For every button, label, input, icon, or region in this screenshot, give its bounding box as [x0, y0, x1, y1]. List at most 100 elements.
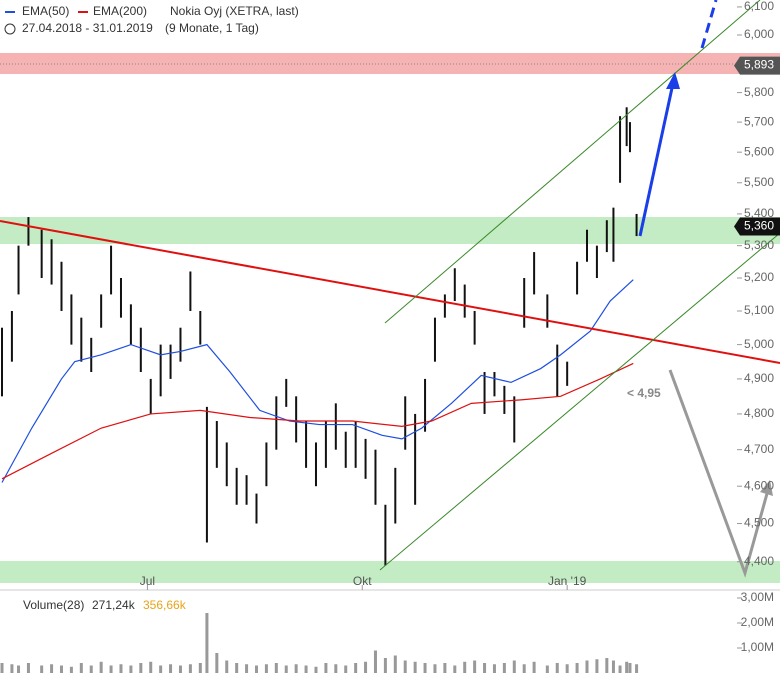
volume-bar — [403, 660, 407, 673]
volume-bar — [565, 664, 569, 673]
arrow-head — [760, 480, 773, 496]
volume-bar — [245, 664, 249, 673]
ema-line — [1, 362, 634, 480]
volume-bar — [119, 664, 123, 673]
volume-bar — [512, 660, 516, 673]
price-bar — [635, 213, 638, 237]
volume-bar — [254, 665, 258, 673]
price-bar — [483, 372, 486, 414]
price-bar — [119, 278, 122, 318]
y-tick-label: 4,700 — [744, 442, 774, 456]
period: (9 Monate, 1 Tag) — [165, 21, 259, 35]
y-tick-label: 5,600 — [744, 144, 774, 158]
y-tick-label: 4,400 — [744, 554, 774, 568]
volume-bar — [334, 664, 338, 673]
price-bar — [159, 344, 162, 397]
price-bar — [404, 396, 407, 450]
price-bar — [189, 271, 192, 311]
volume-bar — [169, 664, 173, 673]
price-bar — [139, 327, 142, 373]
volume-bar — [433, 664, 437, 673]
price-bar — [129, 304, 132, 345]
volume-bar — [50, 664, 54, 673]
price-bar — [80, 317, 83, 362]
volume-bar — [344, 665, 348, 673]
volume-bar — [159, 665, 163, 673]
volume-bar — [99, 661, 103, 673]
volume-bar — [522, 664, 526, 673]
date-range: 27.04.2018 - 31.01.2019 — [22, 21, 153, 35]
price-bar — [473, 310, 476, 345]
price-bar — [463, 284, 466, 318]
price-bar — [205, 406, 208, 543]
volume-bar — [79, 663, 83, 673]
price-tag — [734, 56, 780, 75]
price-bar — [344, 431, 347, 468]
volume-bar — [502, 663, 506, 673]
volume-bar — [605, 658, 609, 673]
volume-bar — [69, 666, 73, 673]
y-tick-label: 5,400 — [744, 206, 774, 220]
volume-bar — [178, 665, 182, 673]
price-bar — [324, 421, 327, 468]
volume-bar — [109, 665, 113, 673]
price-bar — [503, 385, 506, 414]
volume-bar — [188, 664, 192, 673]
volume-bar — [423, 663, 427, 673]
scenario-arrow — [668, 369, 770, 578]
volume-bar — [294, 664, 298, 673]
price-bar — [265, 442, 268, 487]
y-tick-label: 4,900 — [744, 371, 774, 385]
volume-bar — [59, 665, 63, 673]
channel-upper — [384, 0, 761, 324]
support-zone — [0, 217, 780, 244]
price-bar — [612, 207, 615, 262]
arrow-dashed — [700, 0, 718, 49]
volume-bar — [483, 663, 487, 673]
x-tick-label: Jul — [140, 574, 155, 588]
y-tick-label: 1,00M — [741, 640, 774, 654]
legend-label: EMA(50) — [22, 4, 69, 18]
price-bar — [70, 294, 73, 345]
volume-bar — [585, 660, 589, 673]
volume-bar — [354, 663, 358, 673]
volume-bar — [364, 661, 368, 673]
volume-bar — [393, 655, 397, 673]
y-tick-label: 5,200 — [744, 270, 774, 284]
price-bar — [433, 317, 436, 362]
price-bar — [523, 278, 526, 328]
price-bar — [566, 361, 569, 386]
volume-bar — [324, 663, 328, 673]
price-bar — [414, 413, 417, 505]
price-bar — [110, 245, 113, 295]
volume-bar — [10, 664, 14, 673]
y-tick-label: 5,700 — [744, 114, 774, 128]
price-bar — [314, 442, 317, 487]
volume-bar — [129, 665, 133, 673]
price-bar — [424, 378, 427, 432]
volume-bar — [473, 660, 477, 673]
y-tick-label: 6,100 — [744, 0, 774, 13]
channel-lower — [379, 232, 780, 571]
y-tick-label: 6,000 — [744, 27, 774, 41]
price-bar — [60, 261, 63, 311]
y-tick-label: 5,000 — [744, 337, 774, 351]
price-bar — [384, 504, 387, 566]
volume-bar — [235, 663, 239, 673]
price-bar — [149, 378, 152, 414]
price-bar — [453, 268, 456, 302]
price-bar — [556, 344, 559, 397]
ema-line — [1, 279, 634, 483]
volume-bar — [453, 665, 457, 673]
price-bar — [533, 252, 536, 295]
trend-line — [0, 220, 780, 364]
price-bar — [169, 344, 172, 379]
price-bar — [40, 229, 43, 279]
price-bar — [625, 107, 628, 147]
y-tick-label: 3,00M — [741, 590, 774, 604]
volume-label: 356,66k — [143, 598, 187, 612]
volume-bar — [373, 650, 377, 673]
volume-bar — [215, 653, 219, 673]
y-tick-label: 5,100 — [744, 303, 774, 317]
